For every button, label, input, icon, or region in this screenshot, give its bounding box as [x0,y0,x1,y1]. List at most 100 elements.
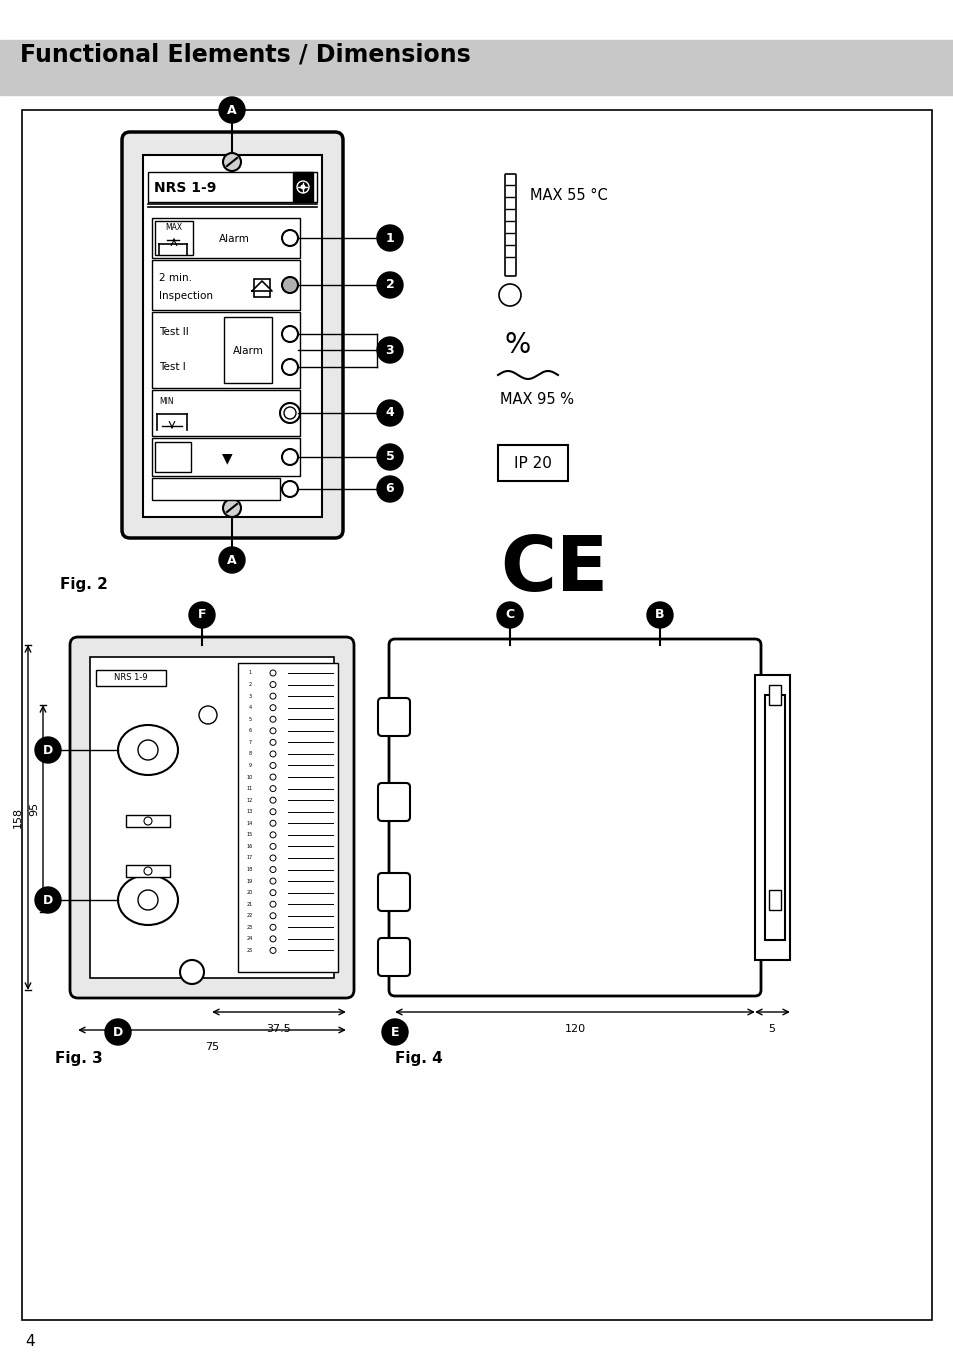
Circle shape [270,798,275,803]
Circle shape [270,936,275,942]
Polygon shape [252,281,272,291]
Text: D: D [112,1026,123,1038]
Circle shape [282,326,297,342]
Circle shape [282,360,297,375]
Bar [152,260,299,310]
Circle shape [199,706,216,725]
Text: 2: 2 [248,681,252,687]
Circle shape [270,808,275,815]
Circle shape [270,831,275,838]
Circle shape [223,499,241,516]
Text: 4: 4 [25,1334,34,1349]
Text: D: D [43,894,53,906]
Text: E: E [391,1026,399,1038]
Text: 6: 6 [248,729,252,733]
Text: 10: 10 [247,775,253,780]
Circle shape [270,925,275,930]
Circle shape [270,727,275,734]
Bar [90,657,334,977]
Circle shape [223,153,241,170]
Text: 2 min.: 2 min. [159,273,192,283]
Text: Test II: Test II [159,327,189,337]
Circle shape [282,481,297,498]
Circle shape [295,180,310,193]
Bar [154,220,193,256]
FancyBboxPatch shape [253,279,270,297]
Text: 14: 14 [247,821,253,826]
Bar [754,675,789,960]
Circle shape [35,887,61,913]
Ellipse shape [118,725,178,775]
Text: Functional Elements / Dimensions: Functional Elements / Dimensions [20,43,470,68]
Bar [0,41,953,95]
Bar [22,110,931,1320]
Text: MAX 55 °C: MAX 55 °C [530,188,607,203]
Text: 24: 24 [247,937,253,941]
Text: 6: 6 [385,483,394,495]
Circle shape [219,97,245,123]
Text: 11: 11 [247,786,253,791]
Text: IP 20: IP 20 [514,456,552,470]
FancyBboxPatch shape [504,174,516,276]
FancyBboxPatch shape [122,132,343,538]
Text: 19: 19 [247,879,253,884]
Text: 1: 1 [248,671,252,676]
Bar [768,685,781,704]
Circle shape [270,681,275,688]
FancyBboxPatch shape [377,783,410,821]
Circle shape [270,854,275,861]
Circle shape [282,449,297,465]
Text: %: % [504,331,531,360]
Text: 5: 5 [768,1023,775,1034]
Text: Fig. 3: Fig. 3 [55,1051,103,1065]
Text: 15: 15 [247,833,253,837]
Text: 16: 16 [247,844,253,849]
Text: 17: 17 [247,856,253,860]
Text: 120: 120 [564,1023,585,1034]
Circle shape [35,737,61,763]
Bar [96,671,166,685]
Circle shape [270,704,275,711]
Text: 22: 22 [247,913,253,918]
Bar [768,890,781,910]
Text: F: F [197,608,206,622]
FancyBboxPatch shape [377,938,410,976]
Circle shape [105,1019,131,1045]
Text: A: A [227,104,236,116]
Text: 21: 21 [247,902,253,907]
Circle shape [270,877,275,884]
Text: MIN: MIN [159,396,173,406]
Bar [126,865,170,877]
Text: 12: 12 [247,798,253,803]
Circle shape [270,671,275,676]
Circle shape [270,775,275,780]
Text: 75: 75 [205,1042,219,1052]
Circle shape [144,867,152,875]
Text: Inspection: Inspection [159,291,213,301]
Circle shape [498,284,520,306]
Bar [148,172,316,201]
FancyBboxPatch shape [389,639,760,996]
Circle shape [282,277,297,293]
Text: 18: 18 [247,867,253,872]
Ellipse shape [118,875,178,925]
Text: NRS 1-9: NRS 1-9 [114,673,148,683]
Circle shape [270,786,275,792]
Text: 1: 1 [385,231,394,245]
Text: NRS 1-9: NRS 1-9 [153,181,216,195]
Text: 25: 25 [247,948,253,953]
Text: ▼: ▼ [221,452,233,465]
Circle shape [376,400,402,426]
Text: CE: CE [499,533,607,607]
Circle shape [270,890,275,895]
Text: Fig. 2: Fig. 2 [60,577,108,592]
FancyBboxPatch shape [70,637,354,998]
FancyBboxPatch shape [377,698,410,735]
Bar [126,815,170,827]
Circle shape [270,902,275,907]
Circle shape [270,694,275,699]
Text: Fig. 4: Fig. 4 [395,1051,442,1065]
Text: 3: 3 [248,694,252,699]
Bar [143,155,322,516]
Circle shape [381,1019,408,1045]
